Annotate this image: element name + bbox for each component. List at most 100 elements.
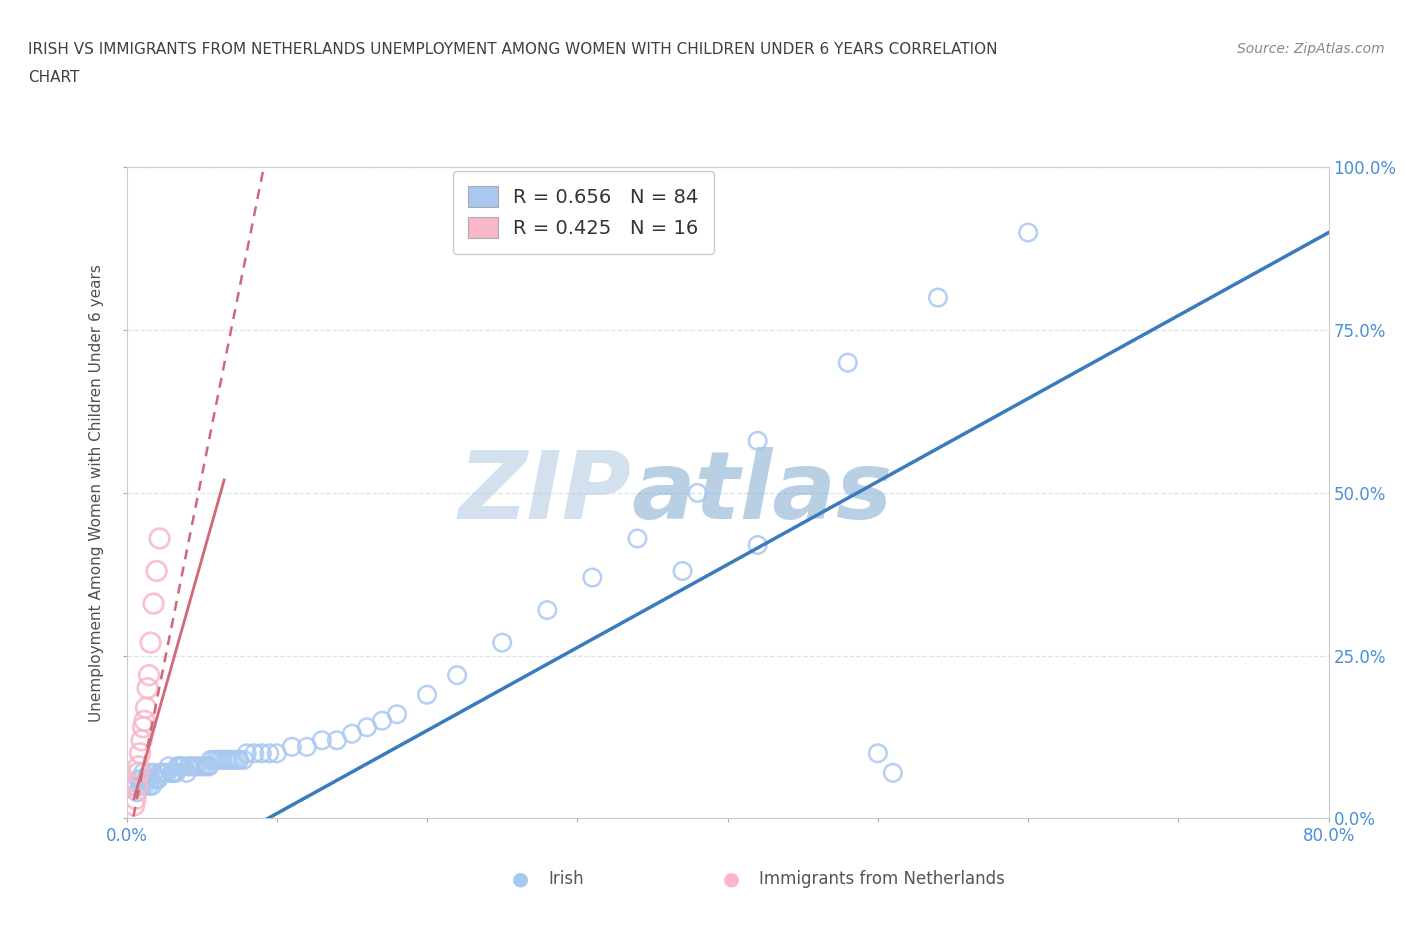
Point [129,746,152,761]
Point [536,603,558,618]
Point [226,752,249,767]
Point [250,746,273,761]
Legend: R = 0.656   N = 84, R = 0.425   N = 16: R = 0.656 N = 84, R = 0.425 N = 16 [453,170,714,254]
Point [866,746,889,761]
Point [626,531,648,546]
Text: Immigrants from Netherlands: Immigrants from Netherlands [759,870,1005,888]
Point [243,746,266,761]
Point [162,765,184,780]
Point [180,759,202,774]
Point [259,746,281,761]
Point [139,635,162,650]
Point [194,759,217,774]
Point [125,785,148,800]
Point [128,765,150,780]
Point [208,752,231,767]
Point [122,778,145,793]
Point [295,739,318,754]
Point [129,778,152,793]
Text: atlas: atlas [631,447,893,538]
Point [197,759,219,774]
Point [281,739,304,754]
Point [205,752,228,767]
Point [139,772,162,787]
Point [136,681,159,696]
Point [927,290,949,305]
Point [131,733,153,748]
Text: Irish: Irish [548,870,583,888]
Point [138,765,160,780]
Point [160,765,183,780]
Point [163,765,186,780]
Point [146,772,169,787]
Text: Source: ZipAtlas.com: Source: ZipAtlas.com [1237,42,1385,56]
Point [491,635,513,650]
Point [311,733,333,748]
Point [136,772,159,787]
Point [145,564,167,578]
Point [198,759,221,774]
Point [221,752,243,767]
Point [135,772,157,787]
Text: ●: ● [512,870,529,888]
Point [176,765,198,780]
Point [183,759,205,774]
Point [156,765,179,780]
Point [224,752,246,767]
Point [135,700,157,715]
Point [837,355,859,370]
Point [150,765,173,780]
Point [416,687,439,702]
Point [124,791,146,806]
Point [166,759,188,774]
Point [232,752,254,767]
Point [179,759,201,774]
Point [882,765,904,780]
Text: IRISH VS IMMIGRANTS FROM NETHERLANDS UNEMPLOYMENT AMONG WOMEN WITH CHILDREN UNDE: IRISH VS IMMIGRANTS FROM NETHERLANDS UNE… [28,42,998,57]
Point [671,564,693,578]
Point [149,765,172,780]
Point [125,778,148,793]
Point [356,720,378,735]
Point [149,531,172,546]
Point [131,772,153,787]
Point [228,752,250,767]
Point [215,752,238,767]
Point [169,759,191,774]
Point [134,778,156,793]
Point [173,759,195,774]
Point [138,668,160,683]
Point [122,798,145,813]
Point [132,765,155,780]
Point [326,733,349,748]
Point [165,765,187,780]
Point [446,668,468,683]
Point [157,759,180,774]
Point [385,707,408,722]
Point [142,765,165,780]
Point [167,759,190,774]
Y-axis label: Unemployment Among Women with Children Under 6 years: Unemployment Among Women with Children U… [89,264,104,722]
Point [1017,225,1039,240]
Point [153,765,176,780]
Point [155,765,177,780]
Point [128,772,150,787]
Point [142,596,165,611]
Point [218,752,240,767]
Point [686,485,709,500]
Point [202,752,225,767]
Text: ●: ● [723,870,740,888]
Point [134,713,156,728]
Point [747,433,769,448]
Point [340,726,363,741]
Text: ZIP: ZIP [458,447,631,538]
Point [190,759,212,774]
Text: CHART: CHART [28,70,80,85]
Point [177,759,200,774]
Point [235,746,259,761]
Point [128,759,150,774]
Point [141,778,163,793]
Point [266,746,288,761]
Point [184,759,207,774]
Point [138,778,160,793]
